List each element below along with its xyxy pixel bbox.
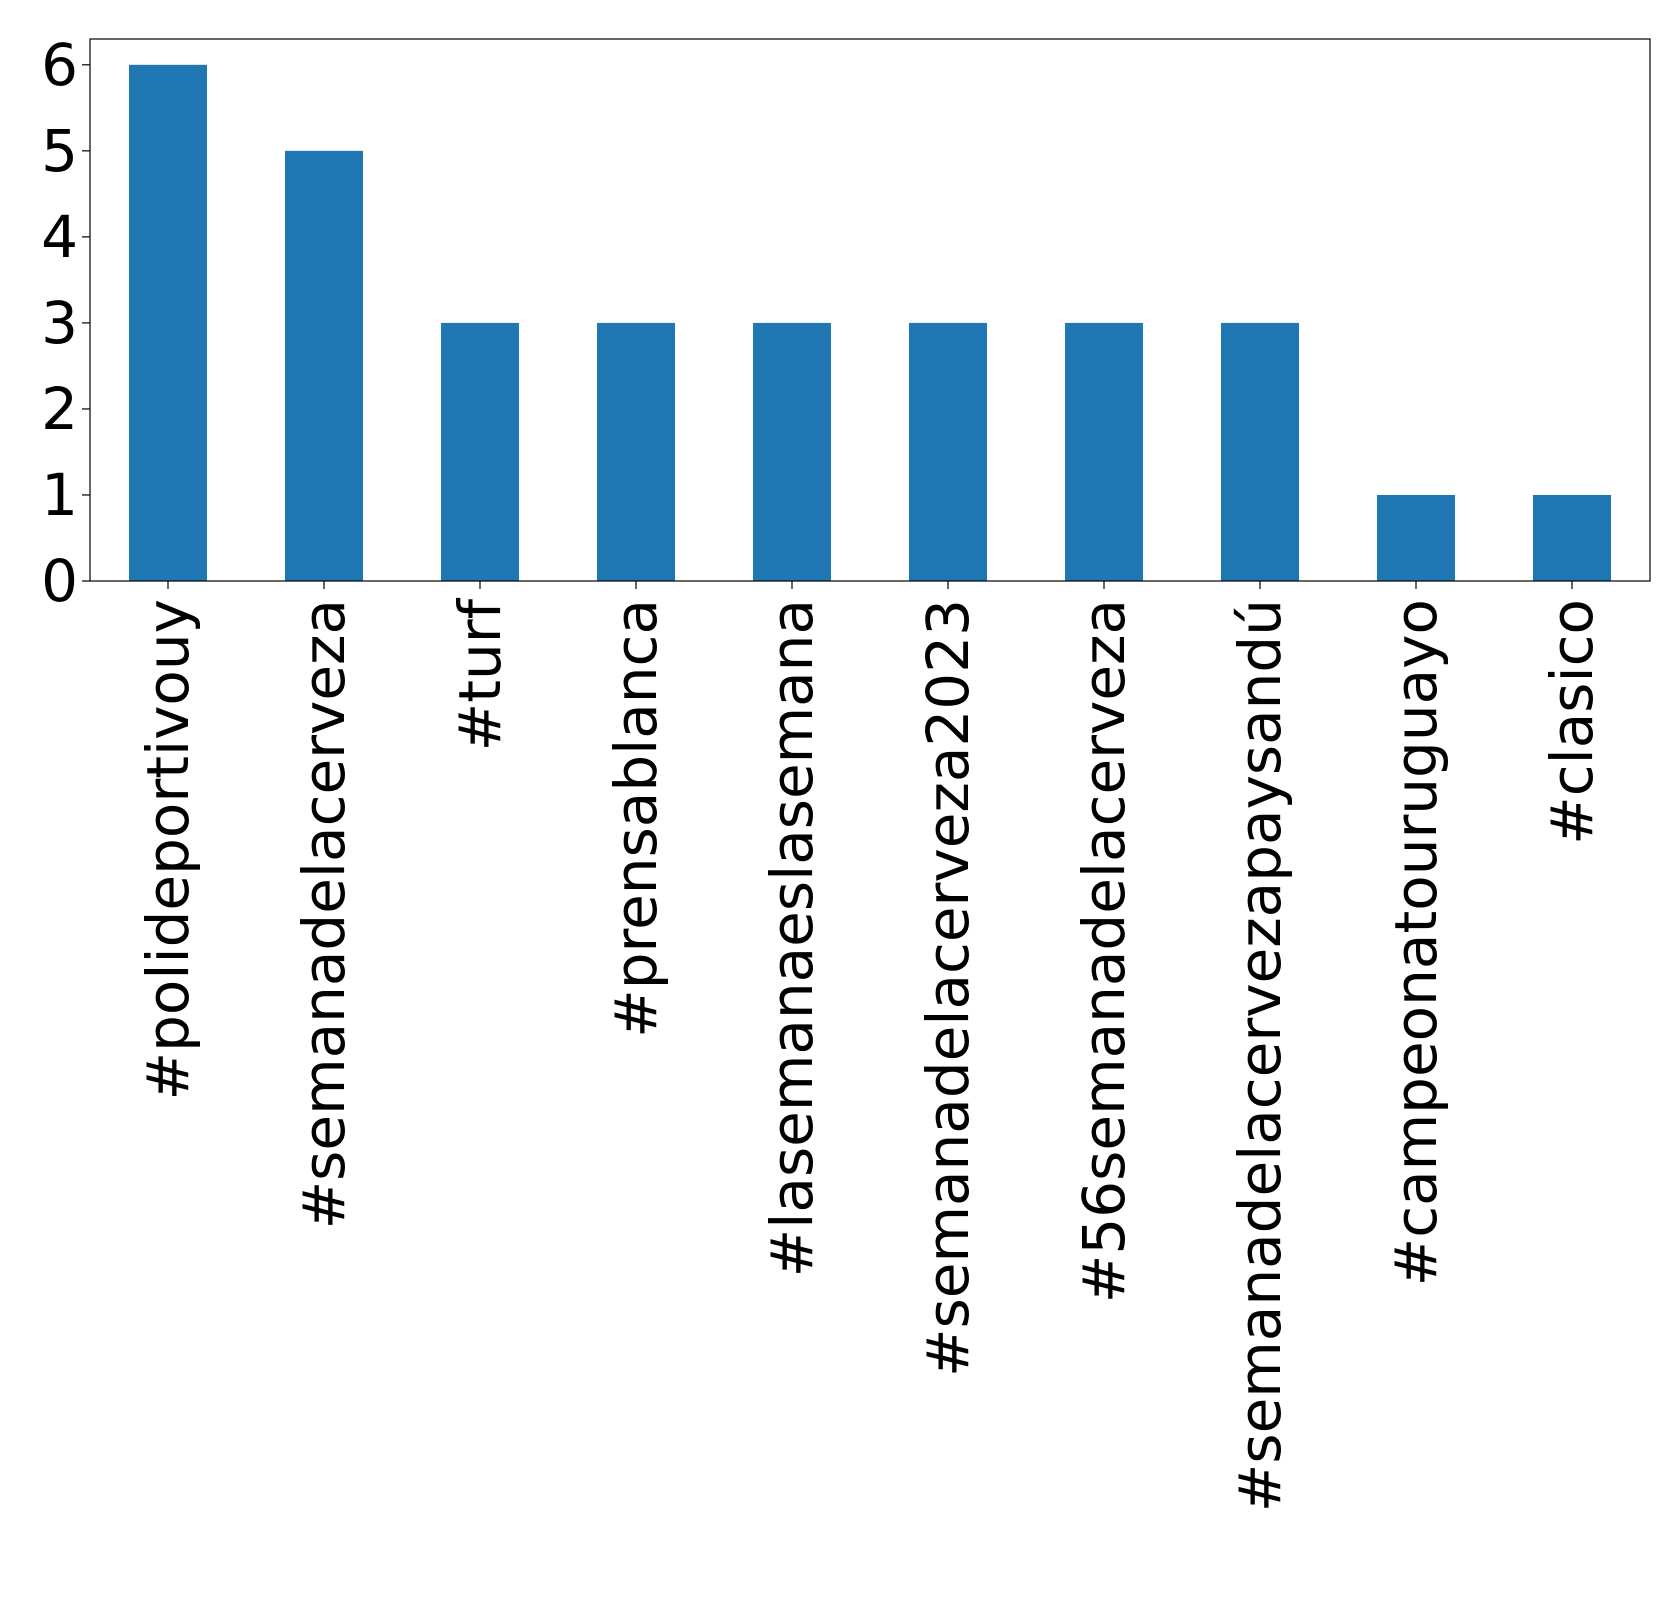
x-tick-label-2: #turf xyxy=(446,597,514,751)
y-tick-label-3: 3 xyxy=(41,289,78,357)
x-tick-label-7: #semanadelacervezapaysandú xyxy=(1226,599,1294,1512)
x-tick-label-9: #clasico xyxy=(1538,599,1606,845)
x-tick-label-1: #semanadelacerveza xyxy=(290,599,358,1229)
y-tick-label-0: 0 xyxy=(41,547,78,615)
x-axis: #polideportivouy #semanadelacerveza #turf #… xyxy=(134,581,1606,1512)
x-tick-label-0: #polideportivouy xyxy=(134,599,202,1101)
x-tick-label-5: #semanadelacerveza2023 xyxy=(914,599,982,1377)
x-tick-label-3: #prensablanca xyxy=(602,599,670,1038)
bars-layer xyxy=(129,64,1611,581)
x-tick-label-4: #lasemanaeslasemana xyxy=(758,599,826,1277)
y-tick-label-5: 5 xyxy=(41,117,78,185)
x-tick-label-6: #56semanadelacerveza xyxy=(1070,599,1138,1303)
bar-8 xyxy=(1377,494,1455,581)
y-tick-label-6: 6 xyxy=(41,31,78,99)
bar-7 xyxy=(1221,322,1299,581)
bar-6 xyxy=(1065,322,1143,581)
bar-2 xyxy=(441,322,519,581)
plot-frame xyxy=(89,38,1651,582)
bar-5 xyxy=(909,322,987,581)
y-tick-label-2: 2 xyxy=(41,375,78,443)
bar-0 xyxy=(129,64,207,581)
bar-9 xyxy=(1533,494,1611,581)
y-axis: 0 1 2 3 4 5 6 xyxy=(41,31,90,615)
y-tick-label-4: 4 xyxy=(41,203,78,271)
y-tick-label-1: 1 xyxy=(41,461,78,529)
bar-1 xyxy=(285,150,363,581)
bar-3 xyxy=(597,322,675,581)
bar-4 xyxy=(753,322,831,581)
x-tick-label-8: #campeonatouruguayo xyxy=(1382,599,1450,1286)
